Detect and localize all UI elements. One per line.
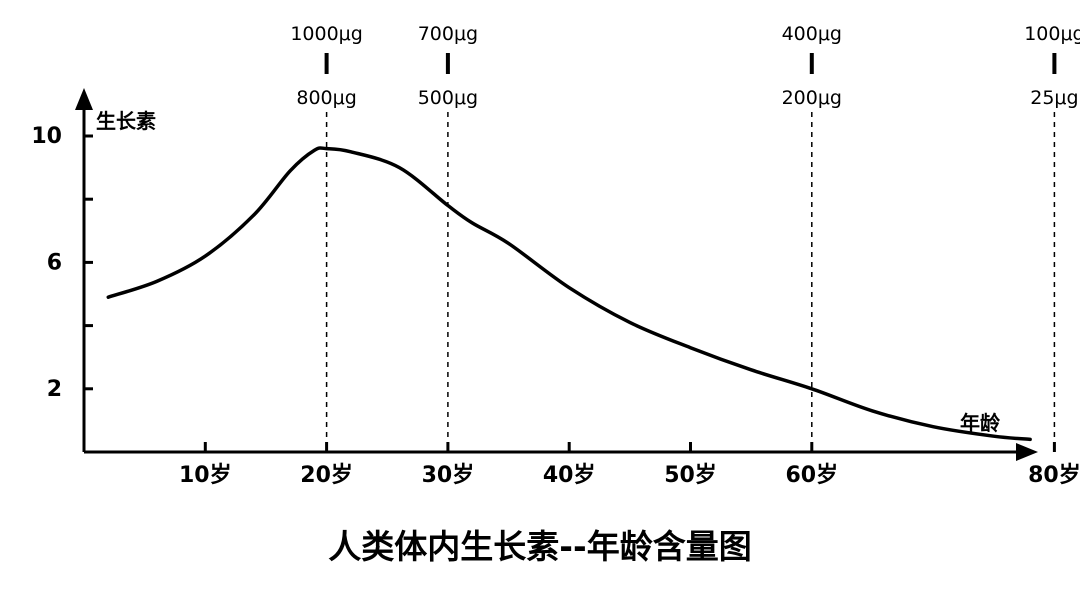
x-tick-label: 80岁 bbox=[1028, 462, 1080, 488]
x-axis-arrow bbox=[1016, 443, 1038, 461]
x-tick-label: 10岁 bbox=[179, 462, 232, 488]
marker-upper-label: 700μg bbox=[418, 23, 478, 45]
x-tick-label: 40岁 bbox=[543, 462, 596, 488]
marker-upper-label: 1000μg bbox=[290, 23, 363, 45]
growth-hormone-curve bbox=[106, 146, 1032, 442]
marker-upper-label: 100μg bbox=[1024, 23, 1080, 45]
chart-title: 人类体内生长素--年龄含量图 bbox=[328, 527, 751, 566]
marker-lower-label: 200μg bbox=[782, 87, 842, 109]
marker-lower-label: 800μg bbox=[296, 87, 356, 109]
x-tick-label: 30岁 bbox=[422, 462, 475, 488]
x-tick-label: 20岁 bbox=[300, 462, 353, 488]
marker-lower-label: 500μg bbox=[418, 87, 478, 109]
marker-upper-label: 400μg bbox=[782, 23, 842, 45]
y-tick-label: 6 bbox=[47, 250, 62, 275]
y-tick-label: 2 bbox=[47, 377, 62, 402]
x-tick-label: 50岁 bbox=[664, 462, 717, 488]
x-tick-label: 60岁 bbox=[785, 462, 838, 488]
y-axis-title: 生长素 bbox=[96, 109, 156, 133]
y-tick-label: 10 bbox=[31, 124, 62, 149]
y-axis-arrow bbox=[75, 88, 93, 110]
marker-lower-label: 25μg bbox=[1030, 87, 1078, 109]
